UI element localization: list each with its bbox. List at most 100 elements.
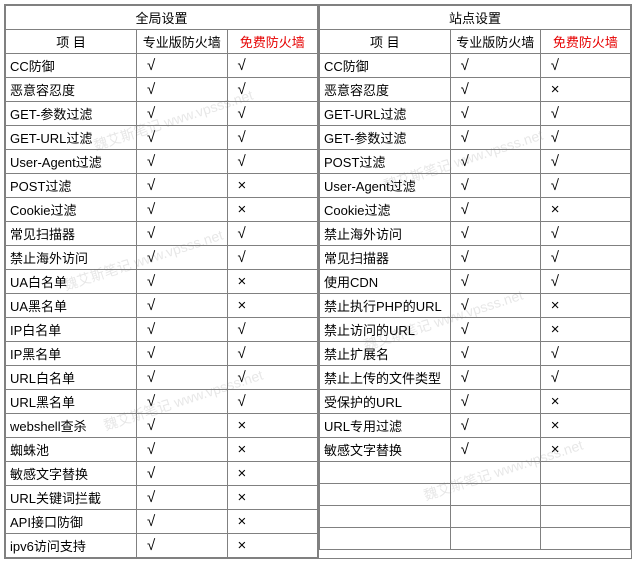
left-group-header: 全局设置 [6, 6, 318, 30]
free-mark: × [227, 174, 318, 198]
free-mark: × [540, 318, 630, 342]
feature-name: ipv6访问支持 [6, 534, 137, 558]
pro-mark: √ [137, 414, 227, 438]
table-row: URL白名单√√ [6, 366, 318, 390]
feature-name: URL关键词拦截 [6, 486, 137, 510]
feature-name: 禁止扩展名 [320, 342, 451, 366]
right-panel: 站点设置 项 目 专业版防火墙 免费防火墙 CC防御√√恶意容忍度√×GET-U… [318, 5, 631, 558]
left-col-item: 项 目 [6, 30, 137, 54]
table-row: 敏感文字替换√× [320, 438, 631, 462]
feature-name: 禁止执行PHP的URL [320, 294, 451, 318]
pro-mark: √ [450, 342, 540, 366]
feature-name: 禁止海外访问 [320, 222, 451, 246]
table-row: 敏感文字替换√× [6, 462, 318, 486]
pro-mark: √ [450, 246, 540, 270]
table-row: ipv6访问支持√× [6, 534, 318, 558]
free-mark: × [227, 198, 318, 222]
left-col-free: 免费防火墙 [227, 30, 318, 54]
free-mark: × [227, 294, 318, 318]
free-mark: × [227, 510, 318, 534]
table-row: GET-参数过滤√√ [320, 126, 631, 150]
feature-name: 恶意容忍度 [320, 78, 451, 102]
free-mark: √ [227, 126, 318, 150]
free-mark [540, 506, 630, 528]
comparison-wrapper: 全局设置 项 目 专业版防火墙 免费防火墙 CC防御√√恶意容忍度√√GET-参… [4, 4, 632, 559]
free-mark [540, 462, 630, 484]
table-row: IP白名单√√ [6, 318, 318, 342]
pro-mark: √ [450, 366, 540, 390]
free-mark: √ [540, 270, 630, 294]
pro-mark: √ [137, 78, 227, 102]
pro-mark: √ [137, 54, 227, 78]
feature-name: User-Agent过滤 [6, 150, 137, 174]
free-mark: × [227, 486, 318, 510]
pro-mark: √ [450, 270, 540, 294]
table-row: 常见扫描器√√ [6, 222, 318, 246]
free-mark: √ [540, 246, 630, 270]
table-row: 禁止执行PHP的URL√× [320, 294, 631, 318]
table-row: URL黑名单√√ [6, 390, 318, 414]
pro-mark: √ [137, 438, 227, 462]
feature-name: UA白名单 [6, 270, 137, 294]
table-row: URL专用过滤√× [320, 414, 631, 438]
free-mark [540, 484, 630, 506]
free-mark: √ [227, 318, 318, 342]
free-mark: × [540, 294, 630, 318]
feature-name: 蜘蛛池 [6, 438, 137, 462]
free-mark: √ [227, 54, 318, 78]
free-mark: √ [227, 342, 318, 366]
feature-name: POST过滤 [320, 150, 451, 174]
table-row: 常见扫描器√√ [320, 246, 631, 270]
pro-mark: √ [137, 174, 227, 198]
table-row: 禁止海外访问√√ [320, 222, 631, 246]
table-row: 受保护的URL√× [320, 390, 631, 414]
table-row: 使用CDN√√ [320, 270, 631, 294]
pro-mark: √ [137, 222, 227, 246]
free-mark: √ [540, 150, 630, 174]
pro-mark: √ [137, 126, 227, 150]
pro-mark: √ [450, 150, 540, 174]
left-col-pro: 专业版防火墙 [137, 30, 227, 54]
pro-mark: √ [137, 486, 227, 510]
free-mark: √ [227, 102, 318, 126]
pro-mark: √ [137, 390, 227, 414]
table-row: UA黑名单√× [6, 294, 318, 318]
free-mark: × [540, 438, 630, 462]
pro-mark: √ [450, 318, 540, 342]
feature-name [320, 528, 451, 550]
feature-name: CC防御 [320, 54, 451, 78]
feature-name: IP白名单 [6, 318, 137, 342]
pro-mark: √ [450, 54, 540, 78]
feature-name: IP黑名单 [6, 342, 137, 366]
table-row: 蜘蛛池√× [6, 438, 318, 462]
feature-name: 禁止访问的URL [320, 318, 451, 342]
feature-name: 受保护的URL [320, 390, 451, 414]
free-mark: √ [540, 174, 630, 198]
pro-mark: √ [137, 102, 227, 126]
table-row [320, 506, 631, 528]
table-row: URL关键词拦截√× [6, 486, 318, 510]
table-row: API接口防御√× [6, 510, 318, 534]
feature-name [320, 506, 451, 528]
pro-mark: √ [450, 222, 540, 246]
free-mark: √ [227, 390, 318, 414]
free-mark: √ [227, 150, 318, 174]
feature-name: User-Agent过滤 [320, 174, 451, 198]
pro-mark: √ [450, 174, 540, 198]
right-col-free: 免费防火墙 [540, 30, 630, 54]
right-table: 站点设置 项 目 专业版防火墙 免费防火墙 CC防御√√恶意容忍度√×GET-U… [319, 5, 631, 550]
pro-mark: √ [137, 462, 227, 486]
pro-mark: √ [450, 126, 540, 150]
feature-name [320, 462, 451, 484]
pro-mark: √ [450, 438, 540, 462]
free-mark: √ [227, 222, 318, 246]
table-row: Cookie过滤√× [6, 198, 318, 222]
free-mark [540, 528, 630, 550]
feature-name: GET-参数过滤 [320, 126, 451, 150]
feature-name: 敏感文字替换 [6, 462, 137, 486]
feature-name: 禁止上传的文件类型 [320, 366, 451, 390]
feature-name: 使用CDN [320, 270, 451, 294]
pro-mark: √ [450, 102, 540, 126]
feature-name: 常见扫描器 [320, 246, 451, 270]
table-row: 禁止访问的URL√× [320, 318, 631, 342]
